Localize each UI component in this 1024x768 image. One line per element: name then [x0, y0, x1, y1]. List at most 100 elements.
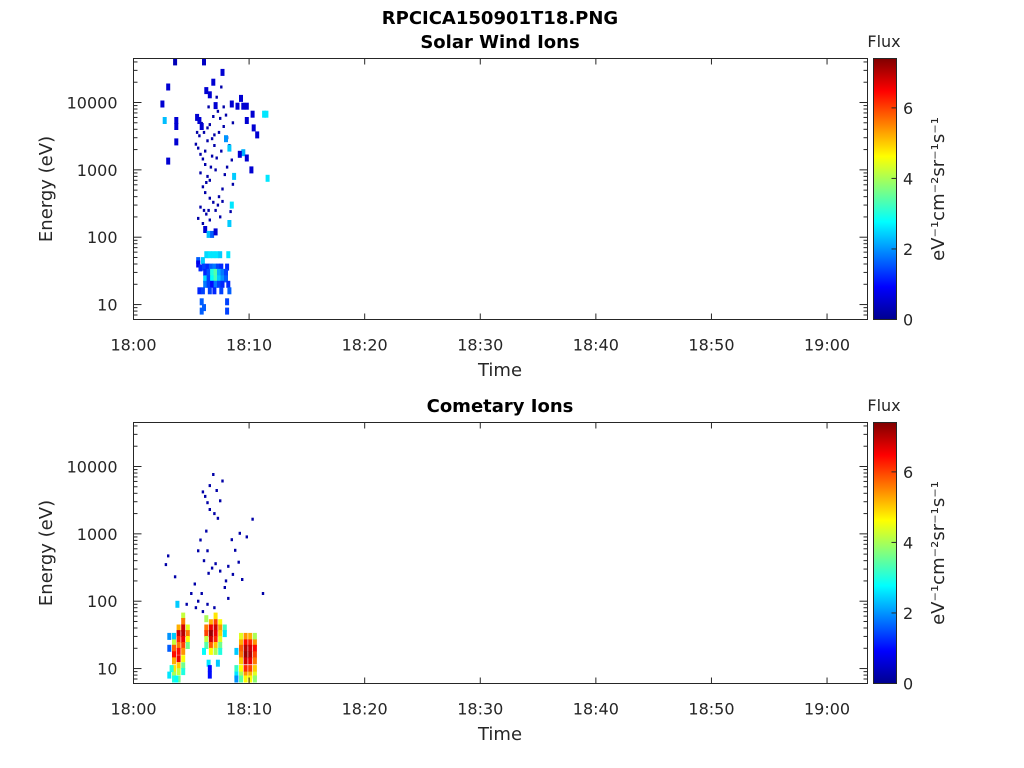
flux-pixel	[234, 675, 239, 683]
flux-pixel	[176, 630, 181, 638]
flux-pixel	[227, 144, 232, 152]
flux-pixel	[252, 644, 257, 652]
flux-pixel	[229, 100, 234, 108]
flux-pixel	[204, 251, 209, 259]
flux-pixel	[243, 639, 248, 647]
x-tick-label: 18:20	[342, 700, 388, 719]
flux-pixel	[215, 659, 220, 667]
flux-pixel	[220, 268, 225, 276]
flux-pixel-sparse	[214, 208, 217, 212]
flux-pixel-sparse	[173, 575, 177, 579]
flux-pixel	[244, 117, 249, 124]
flux-pixel	[166, 157, 171, 165]
y-tick-label: 10000	[67, 457, 118, 476]
flux-pixel	[207, 287, 212, 295]
flux-pixel	[248, 639, 253, 647]
colorbar-units-cometary: eV⁻¹cm⁻²sr⁻¹s⁻¹	[928, 481, 949, 625]
panel-cometary: Cometary Ions 18:00 18:10 18:20 18:30 18:40 1…	[36, 396, 949, 745]
flux-pixel	[204, 636, 209, 643]
flux-pixel-sparse	[200, 592, 203, 595]
flux-pixel	[218, 619, 223, 627]
flux-pixel-sparse	[223, 586, 226, 589]
flux-pixel-sparse	[231, 572, 235, 576]
flux-pixel	[224, 135, 228, 143]
x-tick-label: 18:10	[226, 700, 272, 719]
flux-pixel	[172, 671, 176, 679]
flux-pixel-sparse	[238, 531, 241, 535]
flux-pixel	[244, 154, 249, 162]
colorbar-gradient-cometary	[873, 422, 897, 684]
x-tick-label: 18:00	[110, 700, 156, 719]
flux-pixel	[197, 117, 202, 124]
flux-pixel-sparse	[208, 196, 211, 200]
flux-pixel-sparse	[210, 154, 214, 158]
flux-pixel	[227, 220, 232, 227]
flux-pixel-sparse	[220, 149, 223, 153]
flux-pixel	[232, 172, 237, 180]
flux-pixel-sparse	[207, 208, 210, 212]
flux-pixel	[206, 659, 211, 667]
flux-pixel	[204, 615, 209, 623]
flux-pixel	[239, 675, 243, 683]
colorbar-tick-label: 0	[903, 675, 913, 694]
x-tick-label: 18:30	[457, 700, 503, 719]
flux-pixel	[243, 651, 248, 659]
flux-pixel	[210, 275, 215, 283]
y-tick-label: 10000	[67, 93, 118, 112]
flux-pixel	[252, 639, 257, 647]
colorbar-solar-wind: Flux 0 2 4 6 eV⁻¹cm⁻²sr⁻¹s⁻¹	[867, 32, 949, 330]
flux-pixel	[172, 632, 176, 640]
flux-pixel-sparse	[230, 158, 233, 162]
flux-pixel-sparse	[205, 181, 208, 184]
flux-pixel	[206, 230, 211, 238]
flux-pixel-sparse	[241, 578, 244, 581]
flux-pixel	[215, 263, 220, 271]
x-tick-label: 18:50	[688, 336, 734, 355]
flux-pixel-sparse	[261, 592, 265, 595]
flux-pixel	[199, 307, 204, 315]
flux-pixel	[225, 298, 230, 306]
flux-pixel-sparse	[214, 562, 217, 566]
flux-pixel-sparse	[221, 187, 224, 191]
flux-pixel	[218, 642, 223, 649]
flux-pixel	[218, 630, 223, 638]
flux-pixel-sparse	[210, 137, 214, 141]
flux-pixel-sparse	[201, 222, 205, 225]
flux-pixel-sparse	[215, 95, 218, 99]
axes-frame-cometary	[133, 422, 868, 684]
flux-pixel	[176, 655, 181, 663]
flux-pixel	[250, 110, 255, 118]
flux-pixel-sparse	[213, 512, 216, 516]
flux-pixel	[206, 275, 211, 283]
flux-pixel	[176, 662, 181, 670]
flux-pixel	[220, 275, 225, 283]
colorbar-ticks-cometary: 0 2 4 6	[891, 463, 913, 694]
flux-pixel-sparse	[204, 163, 207, 166]
flux-pixel	[241, 149, 246, 157]
flux-pixel	[185, 642, 190, 649]
flux-pixel-sparse	[219, 499, 222, 503]
flux-pixel	[181, 612, 186, 620]
flux-pixel-sparse	[195, 130, 199, 134]
x-tick-label: 18:30	[457, 336, 503, 355]
flux-pixel	[208, 630, 213, 638]
flux-pixel	[208, 647, 213, 655]
flux-pixel-sparse	[208, 178, 211, 182]
flux-pixel	[160, 100, 165, 108]
colorbar-title-cometary: Flux	[867, 396, 900, 415]
flux-pixel	[248, 657, 253, 665]
flux-pixel-sparse	[199, 171, 202, 175]
flux-pixel-sparse	[197, 146, 200, 150]
flux-pixel	[204, 624, 209, 632]
flux-pixel	[219, 263, 224, 271]
x-axis-cometary: 18:00 18:10 18:20 18:30 18:40 18:50 19:00	[110, 422, 850, 719]
flux-pixel-sparse	[220, 85, 223, 89]
panel-solar-wind: Solar Wind Ions 18:00 18:10 18:20 18:30 18:4…	[36, 32, 949, 381]
flux-pixel	[255, 131, 260, 139]
flux-pixel-sparse	[204, 149, 207, 153]
flux-pixel	[181, 647, 186, 655]
flux-pixel	[200, 257, 205, 265]
flux-pixel-sparse	[193, 582, 196, 586]
flux-pixel	[211, 251, 216, 259]
